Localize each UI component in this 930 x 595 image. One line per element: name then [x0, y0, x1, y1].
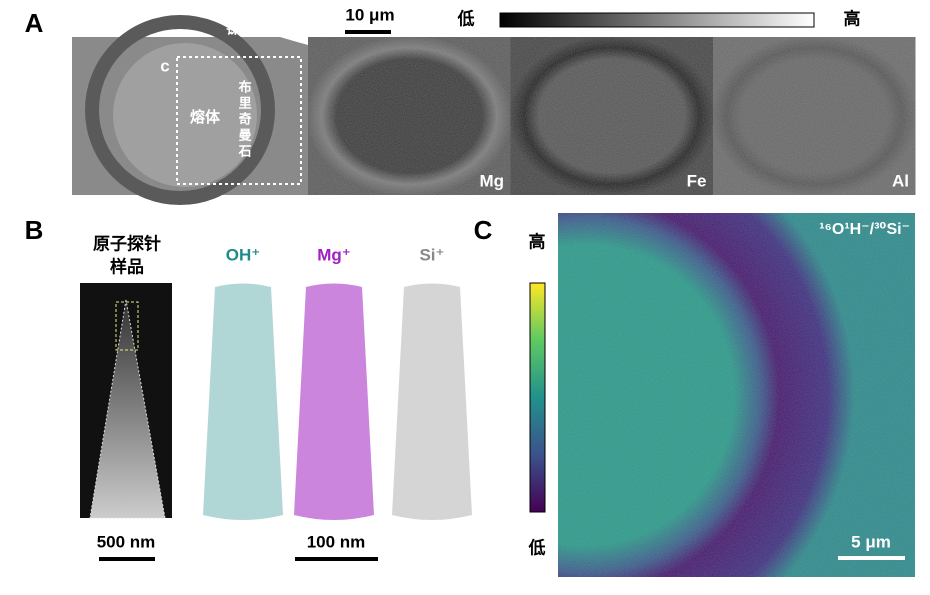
map-noise — [510, 37, 713, 195]
reconstruction — [294, 283, 374, 520]
nickel-plate — [270, 37, 308, 45]
ion-label: OH⁺ — [226, 245, 260, 264]
sem-ring — [85, 15, 275, 205]
ion-label: Si⁺ — [419, 245, 444, 264]
panel-label: B — [25, 215, 44, 245]
scale-bar-label: 10 μm — [345, 5, 394, 24]
colorbar-high: 高 — [529, 231, 546, 251]
map-label: Mg — [479, 171, 504, 190]
bridgmanite-label: 布里奇曼石 — [237, 79, 253, 160]
map-noise — [713, 37, 916, 195]
colorbar-low: 低 — [457, 8, 475, 28]
colorbar-low: 低 — [528, 537, 546, 557]
inset-box — [176, 56, 302, 185]
colorbar — [529, 282, 546, 513]
scale-bar — [345, 30, 391, 34]
colorbar-high: 高 — [844, 8, 861, 28]
tip-box — [115, 301, 139, 351]
reconstructions: OH⁺ Mg⁺ Si⁺ — [203, 245, 472, 520]
ratio-label: ¹⁶O¹H⁻/³⁰Si⁻ — [819, 221, 910, 238]
nickel-label: 镍片 — [226, 21, 254, 37]
scale-bar — [295, 557, 378, 561]
scale-bar — [99, 557, 155, 561]
map-label: Fe — [687, 171, 707, 190]
tip-shape — [89, 299, 166, 519]
scale-bar — [838, 556, 905, 560]
scale-bar-label: 100 nm — [307, 532, 366, 551]
map-label: Al — [892, 171, 909, 190]
ion-label: Mg⁺ — [317, 245, 351, 264]
element-maps: Mg Fe Al — [308, 37, 916, 195]
map-noise — [308, 37, 511, 195]
sample-label: 原子探针 — [93, 233, 161, 253]
ratio-map-noise — [558, 213, 915, 577]
melt-region — [113, 43, 257, 187]
melt-label: 熔体 — [190, 108, 221, 126]
panel-label: C — [474, 215, 493, 245]
inset-label: c — [160, 56, 169, 75]
reconstruction — [203, 283, 283, 520]
sample-label: 样品 — [110, 256, 144, 276]
panel-label: A — [25, 8, 44, 38]
scale-bar-label: 500 nm — [97, 532, 156, 551]
colorbar — [499, 12, 815, 28]
scale-bar-label: 5 μm — [851, 532, 891, 551]
reconstruction — [392, 283, 472, 520]
